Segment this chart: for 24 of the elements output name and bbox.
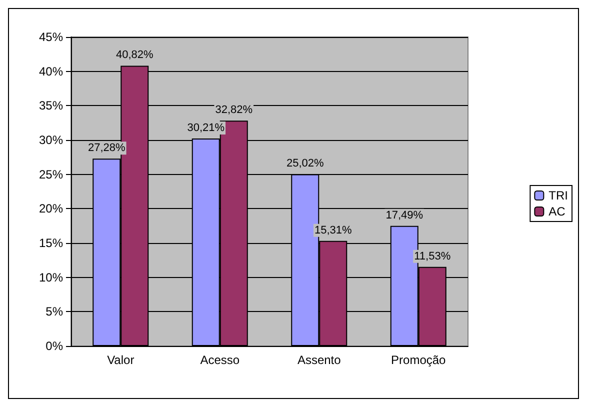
y-tick-label: 10%: [38, 270, 64, 284]
data-label: 30,21%: [187, 122, 225, 134]
y-tick-label: 45%: [38, 30, 64, 44]
data-label: 15,31%: [314, 224, 352, 236]
y-tick-label: 20%: [38, 202, 64, 216]
x-tick-label: Acesso: [200, 353, 240, 367]
data-label: 11,53%: [414, 250, 451, 262]
y-tick-label: 25%: [38, 167, 64, 182]
y-tick-label: 40%: [38, 64, 64, 78]
data-label: 40,82%: [116, 49, 154, 62]
y-tick-label: 30%: [38, 133, 64, 147]
legend-label: TRI: [548, 188, 568, 202]
y-tick-label: 5%: [46, 304, 64, 319]
x-tick-label: Promoção: [391, 353, 446, 367]
data-label: 17,49%: [386, 209, 424, 222]
legend-label: AC: [548, 204, 566, 218]
y-tick-label: 15%: [38, 236, 64, 250]
x-tick-label: Assento: [297, 353, 342, 367]
data-label: 32,82%: [215, 104, 253, 116]
data-label: 27,28%: [88, 142, 126, 154]
x-tick-label: Valor: [107, 353, 134, 367]
y-tick-label: 0%: [46, 339, 64, 353]
data-label: 25,02%: [286, 158, 324, 170]
y-tick-label: 35%: [38, 98, 64, 113]
